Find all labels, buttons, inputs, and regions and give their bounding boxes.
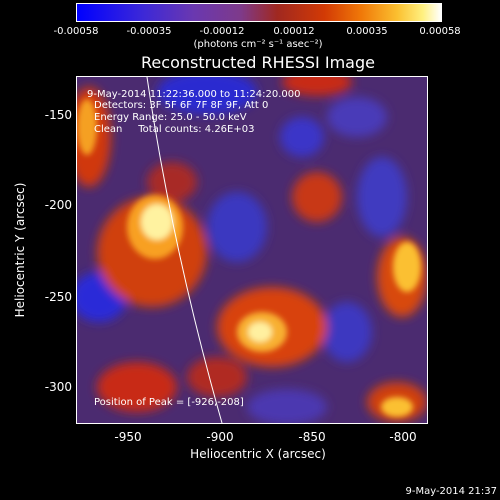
y-tick-label: -300: [44, 380, 72, 394]
colorbar-tick-label: 0.00035: [346, 26, 388, 37]
solar-limb-line: [146, 77, 223, 423]
x-axis-label: Heliocentric X (arcsec): [190, 447, 326, 461]
colorbar-tick-label: -0.00035: [126, 26, 172, 37]
colorbar-units: (photons cm⁻² s⁻¹ asec⁻²): [193, 39, 323, 50]
y-tick-label: -150: [44, 108, 72, 122]
y-axis-label: Heliocentric Y (arcsec): [13, 182, 27, 318]
timestamp: 9-May-2014 21:37: [405, 486, 497, 497]
rhessi-image-panel: 9-May-2014 11:22:36.000 to 11:24:20.000 …: [76, 76, 428, 424]
peak-position-text: Position of Peak = [-926,-208]: [94, 397, 244, 408]
x-tick-label: -850: [298, 430, 326, 444]
method-counts-text: Clean Total counts: 4.26E+03: [94, 124, 255, 135]
colorbar-tick-label: 0.00058: [419, 26, 461, 37]
y-tick-label: -250: [44, 290, 72, 304]
x-tick-label: -900: [206, 430, 234, 444]
x-tick-label: -800: [389, 430, 417, 444]
rhessi-image-map: [77, 77, 427, 423]
detectors-text: Detectors: 3F 5F 6F 7F 8F 9F, Att 0: [94, 100, 269, 111]
colorbar-tick-label: -0.00058: [53, 26, 99, 37]
colorbar-tick-label: -0.00012: [199, 26, 245, 37]
time-range-text: 9-May-2014 11:22:36.000 to 11:24:20.000: [87, 89, 301, 100]
x-tick-label: -950: [114, 430, 142, 444]
y-tick-label: -200: [44, 198, 72, 212]
colorbar: [76, 3, 442, 22]
image-title: Reconstructed RHESSI Image: [141, 53, 375, 72]
colorbar-tick-label: 0.00012: [273, 26, 315, 37]
energy-range-text: Energy Range: 25.0 - 50.0 keV: [94, 112, 247, 123]
